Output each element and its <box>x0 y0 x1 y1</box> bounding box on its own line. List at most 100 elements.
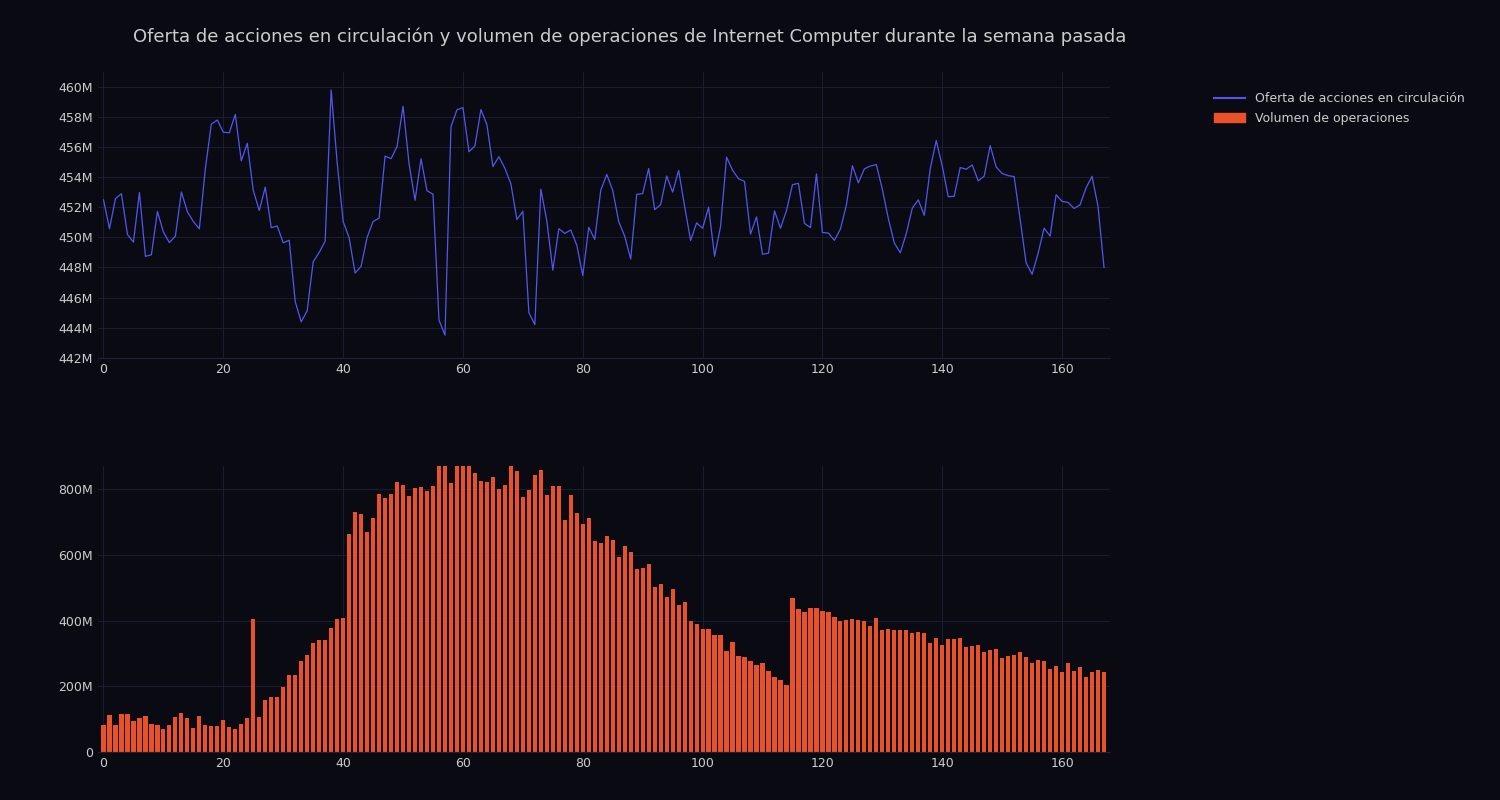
Bar <box>280 686 285 752</box>
Bar <box>898 630 903 752</box>
Bar <box>424 490 429 752</box>
Bar <box>1078 667 1082 752</box>
Bar <box>988 650 993 752</box>
Bar <box>503 485 507 752</box>
Bar <box>168 726 171 752</box>
Bar <box>784 686 789 752</box>
Bar <box>772 677 777 752</box>
Bar <box>1102 673 1106 752</box>
Bar <box>478 481 483 752</box>
Bar <box>1019 652 1022 752</box>
Bar <box>940 645 945 752</box>
Bar <box>186 718 189 752</box>
Bar <box>952 638 957 752</box>
Bar <box>238 724 243 752</box>
Bar <box>174 718 177 752</box>
Bar <box>102 725 105 752</box>
Bar <box>934 638 939 752</box>
Bar <box>202 725 207 752</box>
Bar <box>862 622 867 752</box>
Bar <box>544 494 549 752</box>
Bar <box>388 494 393 752</box>
Bar <box>670 589 675 752</box>
Bar <box>1030 663 1033 752</box>
Bar <box>1072 671 1076 752</box>
Bar <box>964 646 969 752</box>
Bar <box>706 629 711 752</box>
Bar <box>815 608 819 752</box>
Bar <box>509 456 513 752</box>
Bar <box>754 666 759 752</box>
Bar <box>880 630 885 752</box>
Bar <box>928 643 933 752</box>
Bar <box>460 454 465 752</box>
Bar <box>946 639 951 752</box>
Bar <box>844 620 849 752</box>
Bar <box>574 513 579 752</box>
Bar <box>251 618 255 752</box>
Bar <box>598 543 603 752</box>
Bar <box>970 646 975 752</box>
Bar <box>180 713 183 752</box>
Bar <box>910 634 915 752</box>
Bar <box>292 675 297 752</box>
Bar <box>742 657 747 752</box>
Bar <box>976 645 981 752</box>
Bar <box>268 697 273 752</box>
Bar <box>442 457 447 752</box>
Bar <box>628 551 633 752</box>
Bar <box>550 486 555 752</box>
Bar <box>1048 669 1052 752</box>
Bar <box>244 718 249 752</box>
Bar <box>586 518 591 752</box>
Bar <box>376 494 381 752</box>
Bar <box>114 726 117 752</box>
Bar <box>156 725 159 752</box>
Bar <box>310 643 315 752</box>
Bar <box>538 470 543 752</box>
Bar <box>209 726 213 752</box>
Bar <box>328 628 333 752</box>
Bar <box>496 489 501 752</box>
Bar <box>1024 657 1028 752</box>
Bar <box>214 726 219 752</box>
Bar <box>436 466 441 752</box>
Bar <box>904 630 909 752</box>
Bar <box>1036 660 1040 752</box>
Bar <box>922 633 927 752</box>
Bar <box>144 716 147 752</box>
Bar <box>694 624 699 752</box>
Bar <box>334 618 339 752</box>
Bar <box>262 700 267 752</box>
Bar <box>256 717 261 752</box>
Bar <box>532 475 537 752</box>
Bar <box>192 728 195 752</box>
Bar <box>640 568 645 752</box>
Bar <box>138 718 141 752</box>
Bar <box>724 651 729 752</box>
Bar <box>748 661 753 752</box>
Bar <box>652 587 657 752</box>
Bar <box>406 497 411 752</box>
Bar <box>162 729 165 752</box>
Bar <box>839 621 843 752</box>
Bar <box>622 546 627 752</box>
Bar <box>718 635 723 752</box>
Bar <box>562 520 567 752</box>
Bar <box>610 540 615 752</box>
Bar <box>802 612 807 752</box>
Bar <box>827 612 831 752</box>
Bar <box>316 639 321 752</box>
Bar <box>874 618 879 752</box>
Bar <box>413 489 417 752</box>
Bar <box>994 650 999 752</box>
Bar <box>580 524 585 752</box>
Legend: Oferta de acciones en circulación, Volumen de operaciones: Oferta de acciones en circulación, Volum… <box>1208 86 1472 131</box>
Bar <box>664 598 669 752</box>
Bar <box>982 653 987 752</box>
Bar <box>766 671 771 752</box>
Bar <box>808 607 813 752</box>
Bar <box>778 680 783 752</box>
Bar <box>1042 661 1046 752</box>
Bar <box>340 618 345 752</box>
